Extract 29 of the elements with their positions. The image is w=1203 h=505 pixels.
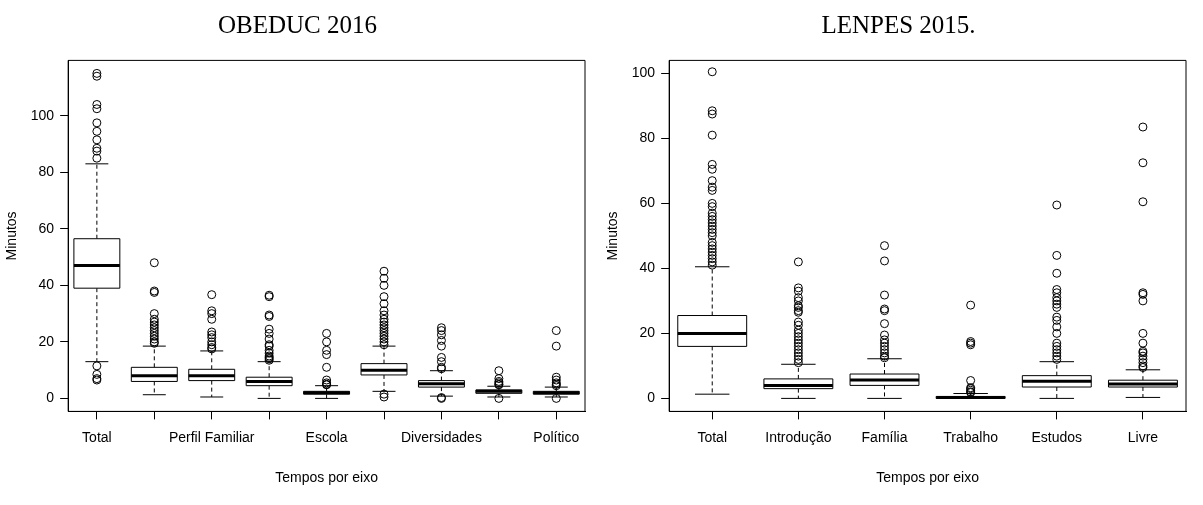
x-tick-label: Diversidades (400, 428, 482, 445)
x-tick-label: Total (697, 428, 728, 445)
y-tick-label: 0 (46, 389, 55, 406)
x-axis-title: Tempos por eixo (275, 469, 379, 486)
x-tick-label: Família (861, 428, 908, 445)
y-tick-label: 80 (639, 129, 656, 146)
x-tick-label: Escola (305, 428, 348, 445)
x-tick-label: Introdução (765, 428, 832, 445)
y-tick-label: 0 (647, 389, 656, 406)
y-tick-label: 40 (639, 259, 656, 276)
x-tick-label: Trabalho (943, 428, 999, 445)
y-tick-label: 100 (631, 64, 656, 81)
y-axis-title: Minutos (604, 211, 621, 261)
x-tick-label: Político (533, 428, 580, 445)
y-tick-label: 20 (38, 332, 55, 349)
chart-title: LENPES 2015. (820, 10, 977, 40)
x-tick-label: Perfil Familiar (168, 428, 255, 445)
y-tick-label: 100 (30, 106, 55, 123)
x-tick-label: Estudos (1031, 428, 1083, 445)
y-tick-label: 60 (38, 219, 55, 236)
y-tick-label: 20 (639, 324, 656, 341)
y-tick-label: 40 (38, 276, 55, 293)
x-tick-label: Livre (1127, 428, 1159, 445)
x-tick-label: Total (82, 428, 112, 445)
y-tick-label: 60 (639, 194, 656, 211)
y-tick-label: 80 (38, 163, 55, 180)
y-axis-title: Minutos (3, 211, 20, 261)
chart-title: OBEDUC 2016 (216, 10, 378, 40)
x-axis-title: Tempos por eixo (876, 469, 980, 486)
